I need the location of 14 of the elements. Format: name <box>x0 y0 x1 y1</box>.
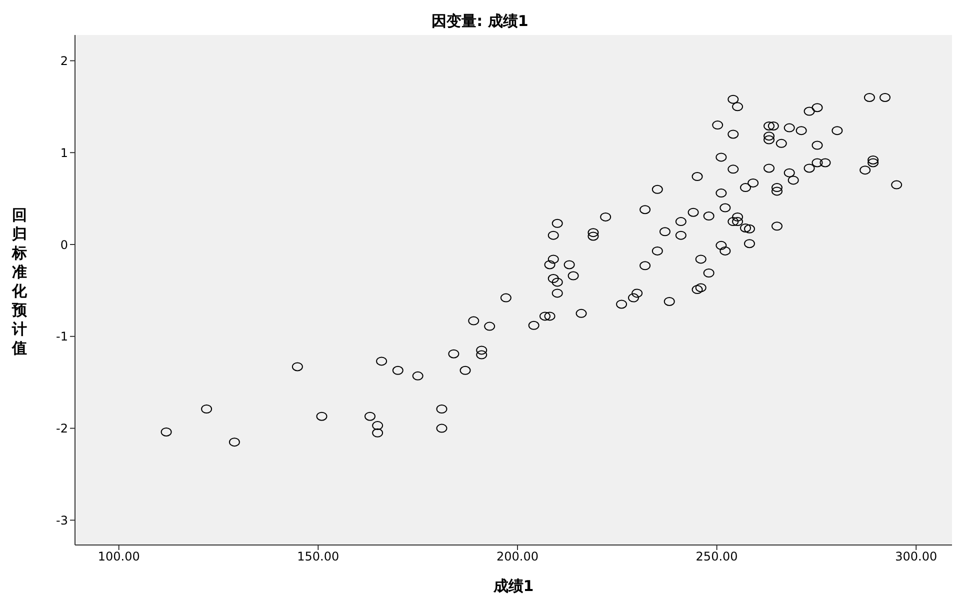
chart-title: 因变量: 成绩1 <box>430 12 530 31</box>
x-tick-label: 100.00 <box>98 550 140 564</box>
x-tick-label: 150.00 <box>297 550 340 564</box>
y-tick-label: 2 <box>60 54 68 68</box>
x-tick-label: 200.00 <box>496 550 538 564</box>
y-tick-label: -3 <box>56 513 68 528</box>
x-tick-label: 250.00 <box>696 550 738 564</box>
y-tick-label: -1 <box>56 330 68 344</box>
y-tick-label: 0 <box>60 238 68 252</box>
x-axis-title: 成绩1 <box>492 577 535 596</box>
y-axis-title: 回归标准化预计值 <box>12 206 28 358</box>
y-tick-label: -2 <box>56 422 68 436</box>
y-tick-label: 1 <box>60 146 68 160</box>
x-tick-label: 300.00 <box>895 550 938 564</box>
